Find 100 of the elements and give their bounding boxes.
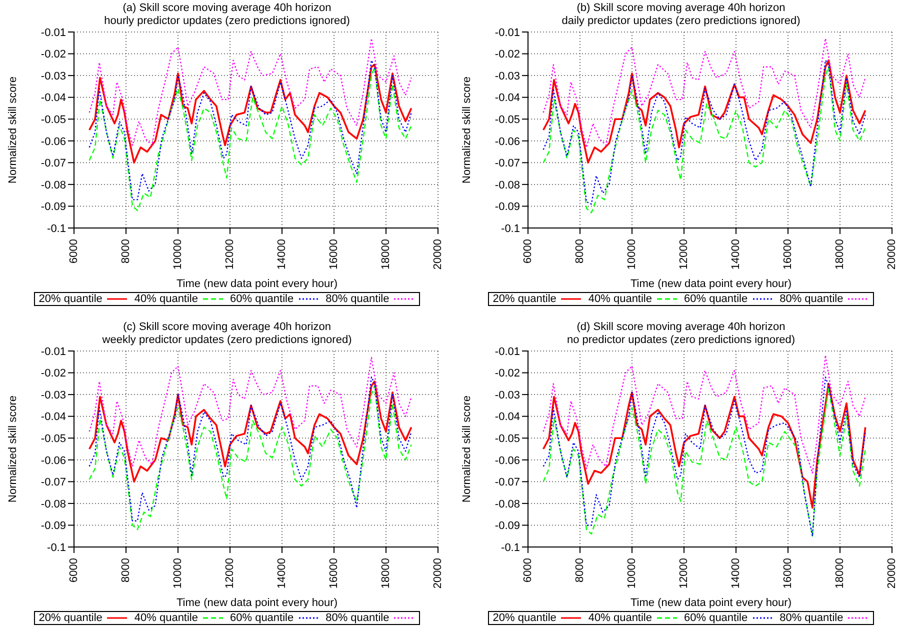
- chart-subtitle: weekly predictor updates (zero predictions ignored): [101, 334, 353, 347]
- y-tick-label: -0.08: [40, 498, 66, 510]
- legend-label: 80% quantile: [780, 293, 844, 305]
- y-tick-label: -0.04: [40, 411, 66, 424]
- y-tick-label: -0.02: [40, 368, 66, 380]
- chart-title: (a) Skill score moving average 40h horizon: [122, 2, 332, 15]
- legend-label: 80% quantile: [326, 612, 390, 624]
- x-tick-label: 12000: [678, 558, 690, 589]
- legend-label: 20% quantile: [492, 612, 556, 624]
- x-tick-label: 8000: [120, 558, 132, 582]
- y-tick-label: -0.03: [40, 70, 66, 82]
- x-tick-label: 6000: [522, 558, 534, 582]
- y-tick-label: -0.06: [494, 136, 520, 148]
- y-tick-label: -0.07: [494, 158, 520, 170]
- line-series: [88, 380, 412, 483]
- y-tick-label: -0.1: [47, 222, 66, 235]
- chart-title: (d) Skill score moving average 40h horizon: [576, 321, 786, 334]
- x-tick-label: 6000: [68, 239, 80, 264]
- y-tick-label: -0.01: [40, 346, 66, 358]
- y-tick-label: -0.04: [494, 92, 520, 104]
- x-tick-label: 10000: [172, 239, 184, 270]
- legend-label: 60% quantile: [230, 612, 294, 624]
- y-tick-label: -0.02: [40, 48, 66, 61]
- x-axis-title: Time (new data point every hour): [630, 278, 792, 290]
- legend-label: 20% quantile: [38, 612, 102, 624]
- y-tick-label: -0.03: [494, 389, 520, 402]
- legend-label: 60% quantile: [684, 612, 748, 624]
- x-tick-label: 12000: [678, 239, 690, 270]
- y-tick-label: -0.08: [494, 498, 520, 510]
- y-tick-label: -0.03: [494, 70, 520, 82]
- y-tick-label: -0.08: [40, 179, 66, 192]
- y-axis-title: Normalized skill score: [460, 76, 473, 184]
- x-tick-label: 10000: [172, 558, 184, 589]
- x-tick-label: 16000: [782, 558, 794, 589]
- legend-label: 80% quantile: [780, 612, 844, 624]
- line-series: [88, 38, 412, 146]
- x-tick-label: 20000: [886, 558, 898, 589]
- line-series: [542, 382, 866, 509]
- legend-label: 40% quantile: [134, 293, 198, 305]
- y-axis-title: Normalized skill score: [6, 76, 19, 184]
- x-tick-label: 18000: [834, 239, 846, 270]
- legend-label: 40% quantile: [134, 612, 198, 624]
- y-tick-label: -0.07: [40, 476, 66, 489]
- y-axis-title: Normalized skill score: [6, 396, 19, 502]
- x-tick-label: 20000: [432, 558, 444, 589]
- y-axis-title: Normalized skill score: [460, 396, 473, 502]
- legend-label: 80% quantile: [326, 293, 390, 305]
- x-tick-label: 10000: [626, 239, 638, 270]
- y-tick-label: -0.08: [494, 179, 520, 192]
- legend-label: 60% quantile: [230, 293, 294, 305]
- x-tick-label: 6000: [68, 558, 80, 582]
- y-tick-label: -0.01: [494, 346, 520, 358]
- line-series: [542, 354, 866, 474]
- chart-title: (c) Skill score moving average 40h horizon: [122, 321, 332, 334]
- x-tick-label: 6000: [522, 239, 534, 264]
- x-tick-label: 14000: [730, 239, 742, 270]
- y-tick-label: -0.09: [40, 520, 66, 532]
- legend-label: 40% quantile: [588, 293, 652, 305]
- y-tick-label: -0.06: [40, 136, 66, 148]
- y-tick-label: -0.02: [494, 48, 520, 61]
- line-series: [88, 64, 412, 164]
- legend-label: 60% quantile: [684, 293, 748, 305]
- x-tick-label: 12000: [224, 558, 236, 589]
- y-tick-label: -0.05: [40, 433, 66, 446]
- y-tick-label: -0.03: [40, 389, 66, 402]
- y-tick-label: -0.01: [494, 26, 520, 39]
- y-tick-label: -0.02: [494, 368, 520, 380]
- y-tick-label: -0.05: [494, 114, 520, 126]
- x-axis-title: Time (new data point every hour): [630, 597, 792, 609]
- chart-subtitle: daily predictor updates (zero predictions ignored): [560, 15, 802, 28]
- y-tick-label: -0.01: [40, 26, 66, 39]
- y-tick-label: -0.1: [501, 222, 520, 235]
- chart-subtitle: hourly predictor updates (zero predictions ignored): [103, 15, 351, 28]
- x-axis-title: Time (new data point every hour): [176, 278, 338, 290]
- y-tick-label: -0.04: [40, 92, 66, 104]
- legend-label: 40% quantile: [588, 612, 652, 624]
- x-tick-label: 8000: [120, 239, 132, 264]
- x-tick-label: 16000: [328, 239, 340, 270]
- x-tick-label: 14000: [276, 239, 288, 270]
- x-tick-label: 12000: [224, 239, 236, 270]
- y-tick-label: -0.09: [494, 520, 520, 532]
- y-tick-label: -0.07: [40, 158, 66, 170]
- legend-label: 20% quantile: [492, 293, 556, 305]
- x-tick-label: 8000: [574, 558, 586, 582]
- x-tick-label: 18000: [380, 558, 392, 589]
- x-tick-label: 10000: [626, 558, 638, 589]
- y-tick-label: -0.09: [40, 201, 66, 214]
- y-tick-label: -0.05: [494, 433, 520, 446]
- y-tick-label: -0.05: [40, 114, 66, 126]
- line-series: [88, 356, 412, 468]
- x-tick-label: 16000: [782, 239, 794, 270]
- legend-label: 20% quantile: [38, 293, 102, 305]
- x-tick-label: 18000: [380, 239, 392, 270]
- x-axis-title: Time (new data point every hour): [176, 597, 338, 609]
- y-tick-label: -0.06: [40, 454, 66, 467]
- y-tick-label: -0.09: [494, 201, 520, 214]
- x-tick-label: 20000: [432, 239, 444, 270]
- x-tick-label: 14000: [730, 558, 742, 589]
- x-tick-label: 16000: [328, 558, 340, 589]
- y-tick-label: -0.1: [501, 542, 520, 554]
